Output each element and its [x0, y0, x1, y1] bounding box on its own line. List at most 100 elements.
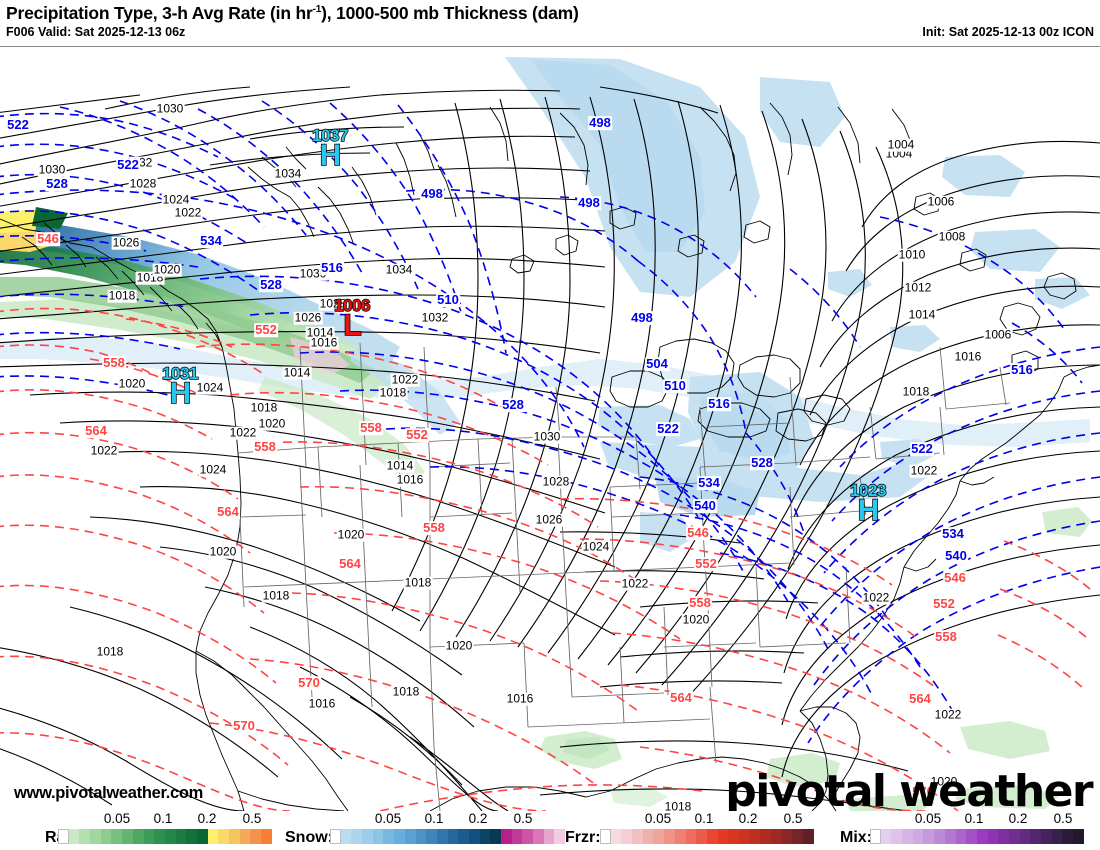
isobar-label: 1026: [534, 512, 564, 527]
thickness-label-cold: 522: [656, 421, 680, 437]
legend-swatch: [372, 829, 384, 844]
init-time-label: Init: Sat 2025-12-13 00z ICON: [922, 25, 1094, 39]
thickness-label-cold: 516: [707, 396, 731, 412]
thickness-label-cold: 510: [436, 292, 460, 308]
isobar-label: 1016: [307, 696, 337, 711]
legend-swatch: [891, 829, 903, 844]
isobar-label: 1010: [897, 247, 927, 262]
isobar-label: 1024: [161, 192, 191, 207]
legend-swatch: [621, 829, 633, 844]
legend-swatch: [132, 829, 144, 844]
legend-swatch: [511, 829, 523, 844]
legend-swatch: [186, 829, 197, 844]
legend-swatch: [490, 829, 501, 844]
legend-swatch: [436, 829, 448, 844]
isobar-label: 1024: [581, 539, 611, 554]
legend-group-mix: Mix: 0.05 0.1 0.2 0.5: [0, 811, 1100, 850]
isobar-label: 1014: [282, 365, 312, 380]
isobar-label: 1004: [886, 137, 916, 152]
legend-swatch: [803, 829, 814, 844]
isobar-label: 1022: [390, 372, 420, 387]
legend-swatch: [728, 829, 739, 844]
legend-swatch: [468, 829, 480, 844]
thickness-label-cold: 498: [588, 115, 612, 131]
legend-colorbar-mix[interactable]: [870, 829, 1084, 844]
legend-colorbar-frzr[interactable]: [600, 829, 814, 844]
legend-swatch: [923, 829, 935, 844]
legend-swatch: [479, 829, 491, 844]
legend-swatch: [1030, 829, 1041, 844]
legend-label-snow: Snow:: [285, 829, 333, 846]
thickness-contours-cold: [0, 100, 1100, 744]
legend-swatch: [966, 829, 977, 844]
thickness-label-warm: 552: [254, 322, 278, 338]
thickness-label-cold: 510: [663, 378, 687, 394]
legend-swatch: [164, 829, 176, 844]
legend-swatch: [351, 829, 363, 844]
legend-tick: 0.5: [1053, 811, 1073, 826]
isobar-label: 1018: [249, 400, 279, 415]
isobar-label: 1006: [926, 194, 956, 209]
legend-colorbar-snow[interactable]: [330, 829, 566, 844]
legend-swatch: [239, 829, 251, 844]
legend-swatch: [533, 829, 544, 844]
legend-tick: 0.05: [644, 811, 672, 826]
page-title: Precipitation Type, 3-h Avg Rate (in hr-…: [6, 3, 579, 24]
isobar-label: 1022: [228, 425, 258, 440]
legend-swatch: [632, 829, 643, 844]
thickness-label-warm: 558: [422, 520, 446, 536]
legend-group-rain: Rain:0.050.10.20.5: [0, 811, 1100, 850]
legend-tick: 0.05: [374, 811, 402, 826]
thickness-label-cold: 516: [320, 260, 344, 276]
isobar-label: 1016: [505, 691, 535, 706]
legend-swatch: [653, 829, 665, 844]
thickness-label-cold: 528: [501, 397, 525, 413]
legend-swatch: [415, 829, 427, 844]
legend-swatch: [250, 829, 262, 844]
legend-swatch: [1019, 829, 1031, 844]
legend-swatch: [870, 829, 881, 844]
isobar-label: 1028: [318, 296, 348, 311]
legend-colorbar-rain[interactable]: [58, 829, 272, 844]
isobar-label: 1016: [395, 472, 425, 487]
isobar-label: 1028: [541, 474, 571, 489]
thickness-label-warm: 564: [338, 556, 362, 572]
legend-ticks-rain: 0.05 0.1 0.2 0.5: [0, 811, 1100, 828]
isobar-label: 1034: [273, 166, 303, 181]
legend-swatch: [610, 829, 622, 844]
legend-swatch: [447, 829, 459, 844]
legend-swatch: [362, 829, 373, 844]
thickness-label-warm: 552: [694, 556, 718, 572]
thickness-label-cold: 516: [1010, 362, 1034, 378]
legend-tick: 0.2: [738, 811, 758, 826]
legend-tick: 0.2: [468, 811, 488, 826]
legend-swatch: [394, 829, 405, 844]
page-title-tail: ), 1000-500 mb Thickness (dam): [321, 3, 579, 23]
isobar-label: 1028: [128, 176, 158, 191]
brand-watermark: pivotal weather: [725, 766, 1093, 812]
isobar-label: 1016: [953, 349, 983, 364]
legend-ticks-mix: 0.05 0.1 0.2 0.5: [0, 811, 1100, 828]
isobar-label: 1030: [37, 162, 67, 177]
site-url-watermark: www.pivotalweather.com: [14, 784, 204, 802]
map-canvas[interactable]: 1030103210301028102410221026101810201018…: [0, 46, 1100, 812]
thickness-label-warm: 564: [908, 691, 932, 707]
isobar-label: 1022: [861, 590, 891, 605]
isobar-label: 1018: [901, 384, 931, 399]
legend-swatch: [792, 829, 804, 844]
precip-legend: Rain:0.050.10.20.5Snow:0.050.10.20.5Frzr…: [0, 811, 1100, 850]
legend-swatch: [68, 829, 80, 844]
isobar-label: 1022: [933, 707, 963, 722]
legend-group-frzr: Frzr: 0.05 0.1 0.2 0.5: [0, 811, 1100, 850]
thickness-label-cold: 504: [645, 356, 669, 372]
thickness-label-cold: 534: [697, 475, 721, 491]
isobar-label: 1022: [89, 443, 119, 458]
isobar-label: 1014: [907, 307, 937, 322]
legend-swatch: [522, 829, 534, 844]
page-title-exponent: -1: [312, 4, 322, 16]
legend-swatch: [771, 829, 782, 844]
thickness-label-warm: 546: [943, 570, 967, 586]
thickness-label-cold: 498: [420, 186, 444, 202]
thickness-label-cold: 540: [944, 548, 968, 564]
